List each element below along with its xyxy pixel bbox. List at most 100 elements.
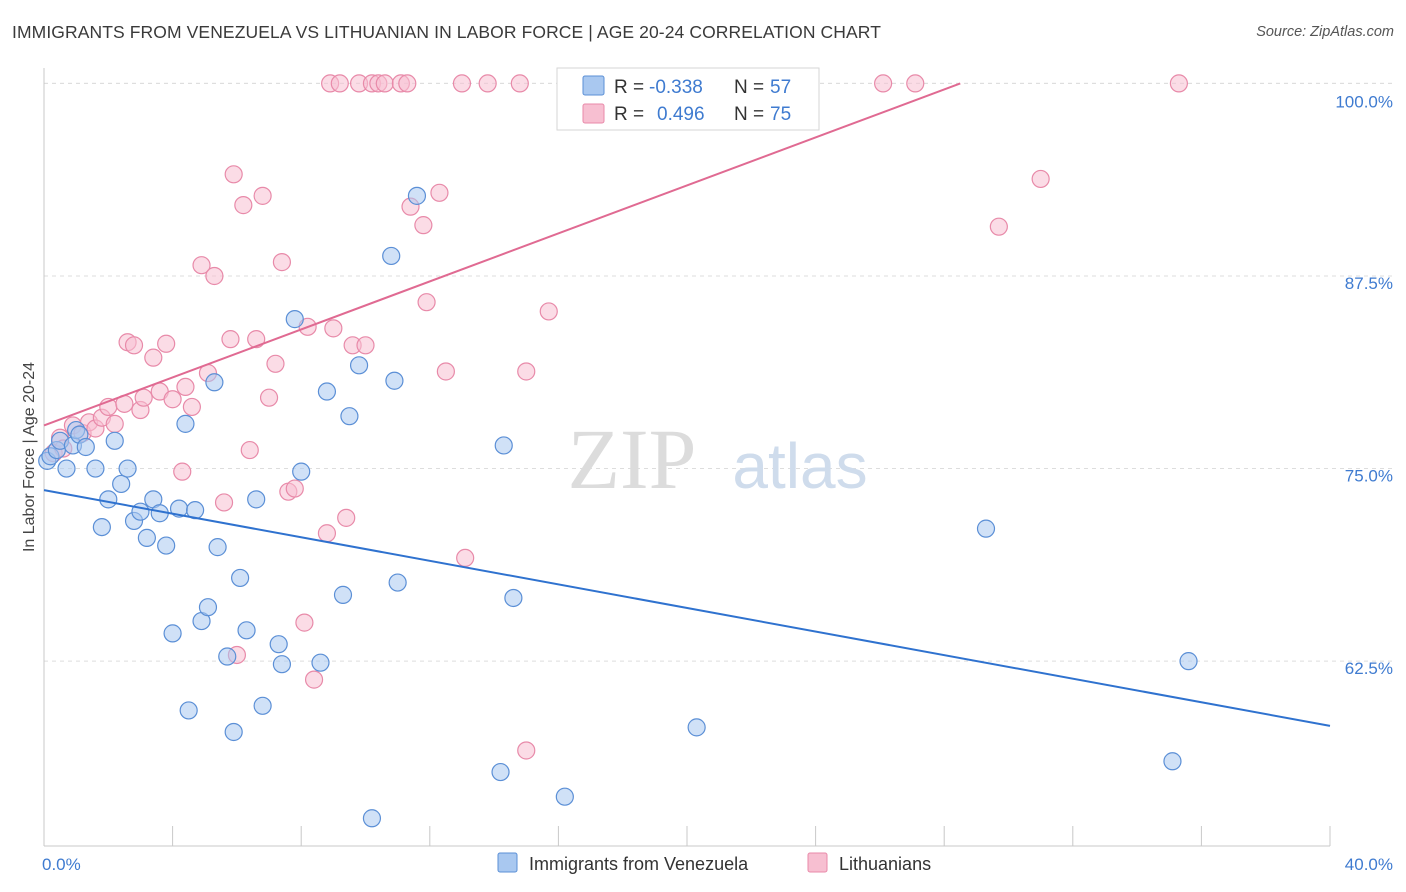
venezuela-point bbox=[976, 519, 996, 538]
lithuanian-point bbox=[539, 302, 558, 321]
lithuanian-point bbox=[214, 493, 234, 512]
venezuela-point bbox=[105, 431, 124, 450]
venezuela-point bbox=[247, 490, 266, 509]
lithuanian-point bbox=[330, 74, 349, 93]
venezuela-point bbox=[285, 310, 304, 329]
lithuanian-point bbox=[234, 196, 253, 215]
lithuanian-point bbox=[285, 479, 304, 498]
y-axis-label: In Labor Force | Age 20-24 bbox=[21, 362, 38, 552]
lithuanian-point bbox=[163, 390, 182, 409]
venezuela-point bbox=[231, 568, 250, 588]
venezuela-point bbox=[555, 787, 574, 806]
series-legend: Immigrants from Venezuela Lithuanians bbox=[497, 852, 931, 874]
venezuela-point bbox=[224, 722, 243, 742]
lithuanian-point bbox=[176, 377, 195, 397]
venezuela-point bbox=[157, 536, 176, 555]
venezuela-trend-line bbox=[43, 489, 1331, 727]
lithuanian-point bbox=[356, 336, 375, 355]
lithuanian-point bbox=[906, 74, 925, 93]
venezuela-point bbox=[118, 459, 137, 478]
legend-r-label-lithuanians: R = bbox=[614, 104, 644, 125]
venezuela-point bbox=[99, 490, 118, 509]
lithuanian-point bbox=[192, 256, 211, 275]
venezuela-point bbox=[340, 407, 359, 426]
legend-r-value-venezuela: -0.338 bbox=[649, 77, 703, 98]
lithuanian-point bbox=[517, 362, 536, 381]
venezuela-point bbox=[57, 459, 76, 478]
venezuela-point bbox=[208, 538, 227, 557]
lithuanian-point bbox=[517, 741, 536, 760]
watermark-zip: ZIP bbox=[568, 411, 697, 507]
axes bbox=[43, 68, 1331, 847]
lithuanian-point bbox=[247, 330, 266, 349]
lithuanian-point bbox=[989, 217, 1008, 236]
watermark-atlas: atlas bbox=[732, 430, 867, 502]
lithuanian-point bbox=[124, 336, 144, 355]
lithuanian-point bbox=[510, 74, 529, 93]
lithuanian-point bbox=[1169, 74, 1188, 93]
legend-n-value-venezuela: 57 bbox=[770, 77, 791, 98]
bottom-legend-swatch-venezuela bbox=[497, 852, 518, 873]
tick-labels: 100.0% 87.5% 75.0% 62.5% 0.0% 40.0% bbox=[42, 92, 1393, 874]
lithuanian-point bbox=[874, 74, 893, 93]
y-tick-label: 100.0% bbox=[1335, 92, 1393, 111]
venezuela-point bbox=[385, 371, 404, 390]
lithuanian-trend-line bbox=[43, 82, 961, 427]
lithuanian-point bbox=[105, 414, 124, 433]
lithuanian-point bbox=[240, 440, 259, 460]
series-venezuela-points bbox=[38, 186, 1198, 828]
legend-n-label-lithuanians: N = bbox=[734, 104, 764, 125]
lithuanian-point bbox=[259, 388, 279, 407]
venezuela-point bbox=[137, 528, 156, 547]
lithuanian-point bbox=[157, 334, 176, 353]
venezuela-point bbox=[349, 356, 369, 375]
venezuela-point bbox=[494, 436, 513, 455]
legend-n-label-venezuela: N = bbox=[734, 77, 764, 98]
lithuanian-point bbox=[266, 354, 285, 373]
venezuela-point bbox=[237, 621, 256, 640]
lithuanian-point bbox=[182, 397, 201, 417]
venezuela-point bbox=[687, 718, 706, 737]
lithuanian-point bbox=[253, 186, 272, 205]
venezuela-point bbox=[317, 382, 337, 401]
legend-n-value-lithuanians: 75 bbox=[770, 104, 791, 125]
venezuela-point bbox=[198, 598, 218, 617]
venezuela-point bbox=[504, 588, 523, 608]
lithuanian-point bbox=[478, 74, 497, 93]
venezuela-point bbox=[179, 701, 198, 720]
legend-r-value-lithuanians: 0.496 bbox=[657, 104, 705, 125]
venezuela-point bbox=[269, 635, 288, 654]
venezuela-point bbox=[163, 624, 182, 643]
venezuela-point bbox=[362, 809, 382, 828]
venezuela-point bbox=[176, 414, 195, 433]
lithuanian-point bbox=[272, 253, 292, 272]
legend-swatch-venezuela bbox=[582, 75, 605, 96]
legend-swatch-lithuanians bbox=[582, 103, 605, 124]
venezuela-point bbox=[92, 517, 111, 537]
lithuanian-point bbox=[337, 508, 356, 527]
venezuela-point bbox=[1179, 652, 1198, 671]
lithuanian-point bbox=[456, 548, 475, 568]
lithuanian-point bbox=[324, 319, 343, 338]
source-credit: Source: ZipAtlas.com bbox=[1256, 24, 1394, 40]
x-tick-label: 40.0% bbox=[1345, 855, 1393, 874]
venezuela-point bbox=[112, 474, 131, 494]
lithuanian-point bbox=[173, 462, 192, 481]
venezuela-point bbox=[86, 459, 105, 478]
lithuanian-point bbox=[375, 74, 394, 93]
bottom-legend-label-lithuanians: Lithuanians bbox=[839, 854, 931, 874]
lithuanian-point bbox=[430, 183, 449, 202]
trend-lines bbox=[43, 82, 1331, 727]
bottom-legend-label-venezuela: Immigrants from Venezuela bbox=[529, 854, 749, 874]
stats-legend: R = -0.338 N = 57 R = 0.496 N = 75 bbox=[556, 67, 820, 131]
x-tick-label: 0.0% bbox=[42, 855, 81, 874]
lithuanian-point bbox=[1031, 169, 1050, 189]
chart-title: IMMIGRANTS FROM VENEZUELA VS LITHUANIAN … bbox=[12, 22, 881, 42]
venezuela-point bbox=[272, 655, 292, 674]
legend-r-label-venezuela: R = bbox=[614, 77, 644, 98]
venezuela-point bbox=[311, 653, 330, 672]
venezuela-point bbox=[76, 437, 95, 457]
venezuela-point bbox=[205, 373, 224, 392]
y-tick-label: 75.0% bbox=[1345, 467, 1393, 486]
